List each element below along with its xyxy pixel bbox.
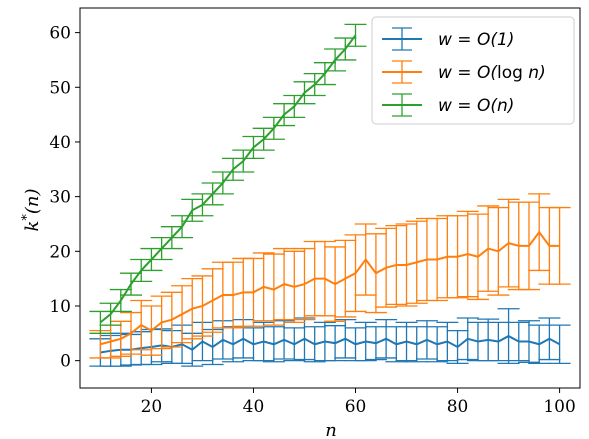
y-tick-label: 0 (60, 352, 71, 372)
y-tick-label: 10 (49, 297, 71, 317)
legend-item-2: w = O(n) (382, 93, 514, 117)
y-axis-label-part: (n) (22, 188, 43, 214)
legend-label-fn: log (497, 63, 523, 83)
y-tick-label: 20 (49, 242, 71, 262)
x-axis-label: n (325, 420, 337, 439)
y-axis-label-star: * (20, 214, 35, 221)
x-tick-label: 100 (543, 397, 575, 417)
series-1 (89, 193, 571, 359)
y-tick-label: 50 (49, 78, 71, 98)
y-tick-label: 30 (49, 188, 71, 208)
legend-label: w = O(n) (438, 96, 514, 116)
legend-item-0: w = O(1) (382, 27, 514, 51)
series-line (100, 334, 561, 354)
legend-label-part: w = O( (438, 63, 498, 83)
legend-label-part: w = O(n) (438, 96, 514, 116)
legend-label-part: n) (523, 63, 546, 83)
legend-label-part: w = O(1) (438, 30, 514, 50)
legend-box (371, 16, 575, 125)
y-axis-label: k*(n) (20, 188, 43, 231)
x-tick-label: 40 (243, 397, 265, 417)
x-tick-label: 20 (141, 397, 163, 417)
series-line (99, 34, 357, 324)
plot-area (89, 23, 571, 367)
series-2 (89, 23, 367, 334)
legend-label: w = O(log n) (438, 63, 546, 83)
y-axis-label-part: k (22, 221, 43, 232)
axes-frame (79, 7, 581, 389)
legend-label: w = O(1) (438, 30, 514, 50)
series-line (100, 230, 560, 346)
y-tick-label: 60 (49, 24, 71, 44)
legend: w = O(1)w = O(log n)w = O(n) (371, 16, 575, 125)
x-tick-label: 60 (345, 397, 367, 417)
axes: 20 40 60 80 100 0 10 20 30 40 50 60 (49, 7, 581, 417)
x-tick-label: 80 (447, 397, 469, 417)
y-tick-label: 40 (49, 133, 71, 153)
legend-item-1: w = O(log n) (382, 60, 546, 84)
